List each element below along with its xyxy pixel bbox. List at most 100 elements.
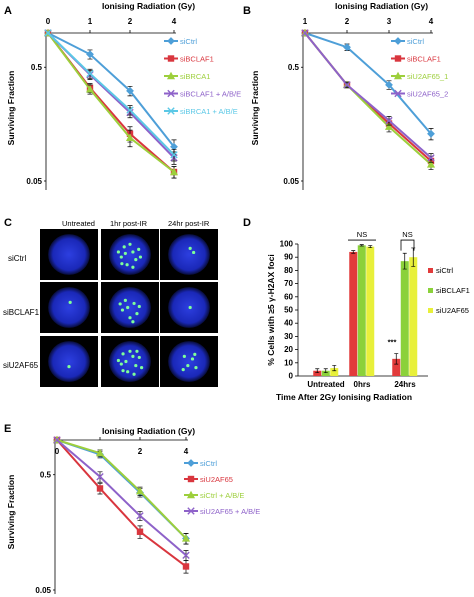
focus-dot (128, 349, 132, 353)
nucleus (109, 287, 151, 328)
focus-dot (132, 372, 136, 376)
b-series-line (304, 32, 432, 135)
d-y-tick-label: 50 (284, 306, 293, 315)
e-x-tick-label: 0 (55, 447, 60, 456)
b-point (385, 80, 393, 89)
focus-dot (120, 262, 124, 266)
d-bar (321, 370, 330, 376)
e-point (182, 563, 190, 570)
b-x-tick-label: 3 (387, 17, 392, 26)
e-point (135, 486, 145, 495)
panel-e-survival-chart: E Ionising Radiation (Gy) 0 2 4 0.5 0.05 Sur… (4, 423, 260, 595)
a-point (44, 29, 52, 37)
a-point (86, 50, 94, 59)
focus-dot (128, 242, 132, 246)
d-sig-stars: *** (388, 337, 397, 346)
d-error-bar (332, 365, 337, 372)
a-point (125, 133, 135, 141)
d-ylabel: % Cells with ≥5 γ-H2AX foci (266, 254, 276, 365)
a-series-line (47, 32, 175, 173)
a-x-tick-label: 2 (128, 17, 133, 26)
b-series-line (304, 32, 432, 159)
panel-d-bar-chart: D % Cells with ≥5 γ-H2AX foci 0 10 20 30 40 5… (243, 217, 470, 402)
b-point (427, 129, 435, 138)
focus-dot (120, 308, 125, 312)
b-point (343, 43, 351, 52)
d-y-tick-label: 30 (284, 332, 293, 341)
d-bar (330, 368, 339, 376)
d-bar (313, 370, 322, 376)
d-category-label: 24hrs (394, 380, 416, 389)
focus-dot (137, 247, 141, 251)
d-bar (349, 251, 358, 376)
b-legend-label: siU2AF65_2 (407, 90, 448, 99)
panel-a-letter: A (4, 5, 12, 17)
nucleus (168, 341, 210, 382)
e-ylabel: Surviving Fraction (6, 475, 16, 550)
panel-c-microscopy: C Untreated 1hr post-IR 24hr post-IR siC… (3, 217, 218, 387)
a-legend-label: siBCLAF1 (180, 55, 214, 64)
e-series-line (56, 439, 187, 557)
focus-dot (123, 251, 127, 256)
d-sig-bracket (400, 239, 415, 251)
d-bar (392, 358, 401, 376)
nucleus (48, 234, 90, 275)
d-error-bar (359, 244, 364, 247)
a-x-tick-label: 0 (46, 17, 51, 26)
panel-d-xlabel: Time After 2Gy Ionising Radiation (276, 392, 412, 402)
focus-dot (119, 362, 123, 366)
e-point (181, 534, 191, 542)
focus-dot (135, 349, 139, 353)
a-point (85, 85, 95, 93)
d-category-label: Untreated (307, 380, 344, 389)
e-point (95, 448, 105, 457)
a-point (126, 86, 134, 95)
focus-dot (118, 302, 122, 306)
focus-dot (126, 305, 130, 310)
a-point (86, 69, 94, 78)
d-y-tick-label: 20 (284, 345, 293, 354)
e-legend-label: siU2AF65 (200, 475, 233, 484)
e-series-line (56, 439, 187, 568)
a-legend-marker (166, 71, 176, 80)
d-bar (357, 245, 366, 376)
a-legend-marker (167, 37, 175, 45)
e-legend-marker (187, 507, 195, 515)
d-legend-swatch (428, 288, 433, 293)
b-point (426, 160, 436, 168)
b-x-tick-label: 2 (345, 17, 350, 26)
e-legend-label: siCtrl (200, 459, 217, 468)
a-series-line (47, 32, 175, 156)
d-error-bar (323, 368, 328, 374)
b-point (301, 29, 309, 37)
panel-c-row-sibclaf1: siBCLAF1 (3, 308, 40, 317)
b-legend-marker (394, 89, 402, 98)
panel-c-col-untreated: Untreated (62, 219, 95, 228)
focus-dot (68, 300, 72, 304)
focus-dot (131, 265, 135, 269)
d-legend-label: siU2AF65 (436, 306, 469, 315)
d-error-bar (368, 245, 373, 249)
focus-dot (138, 255, 143, 259)
d-y-tick-label: 90 (284, 253, 293, 262)
b-point (384, 122, 394, 130)
d-sig-label: NS (402, 230, 412, 239)
e-legend-marker (187, 459, 195, 467)
e-point (96, 473, 104, 481)
focus-dot (186, 363, 190, 368)
focus-dot (193, 352, 197, 356)
focus-dot (121, 369, 125, 373)
b-ylabel: Surviving Fraction (250, 71, 260, 146)
d-bar (366, 246, 375, 376)
focus-dot (140, 366, 144, 370)
nucleus (109, 341, 151, 382)
panel-e-letter: E (4, 423, 11, 435)
e-legend-marker (187, 475, 195, 483)
focus-dot (116, 358, 120, 363)
d-y-tick-label: 10 (284, 358, 293, 367)
a-series-line (47, 32, 175, 148)
focus-dot (188, 305, 192, 310)
b-point (343, 81, 351, 89)
focus-dot (123, 298, 127, 302)
